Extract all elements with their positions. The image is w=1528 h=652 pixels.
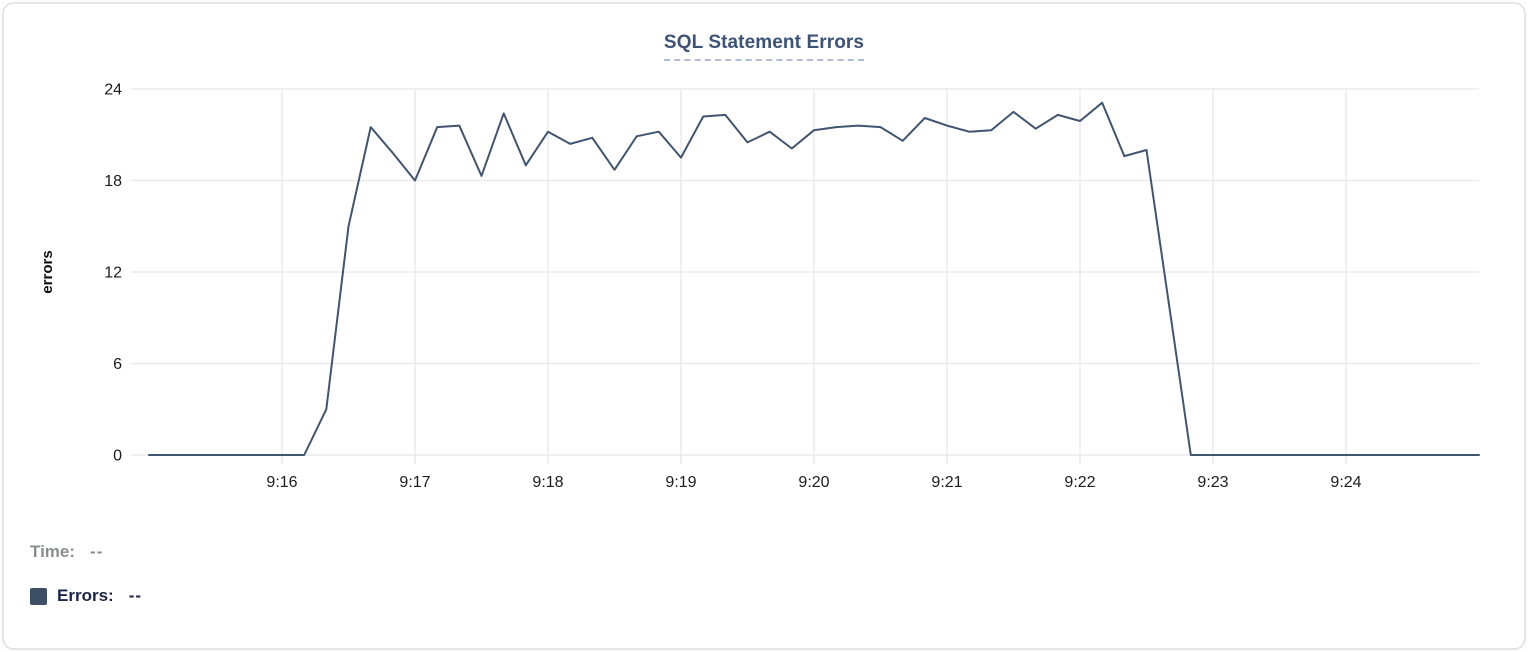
legend-errors-label: Errors: (57, 586, 114, 605)
x-tick-label: 9:18 (532, 474, 563, 491)
y-axis-title: errors (39, 250, 56, 293)
errors-line-chart: 0 6 12 18 24 9:16 9:17 9:18 9:19 9:20 9:21 9:22 9:23… (39, 82, 1480, 491)
chart-title[interactable]: SQL Statement Errors (663, 32, 865, 61)
x-tick-label: 9:16 (266, 474, 297, 491)
x-tick-label: 9:20 (798, 474, 829, 491)
y-tick-label: 18 (104, 173, 122, 190)
series-line-errors (148, 101, 1480, 456)
legend-errors-value: -- (128, 586, 143, 605)
legend-errors-row[interactable]: Errors: -- (30, 584, 142, 608)
legend-time-row: Time: -- (30, 540, 142, 564)
x-tick-label: 9:19 (665, 474, 696, 491)
x-tick-label: 9:24 (1330, 474, 1361, 491)
y-tick-label: 12 (104, 265, 122, 282)
legend-time-label: Time: (30, 542, 76, 561)
chart-legend: Time: -- Errors: -- (30, 540, 142, 608)
x-tick-label: 9:22 (1064, 474, 1095, 491)
chart-header: SQL Statement Errors (4, 32, 1524, 61)
errors-series-swatch-icon (30, 587, 47, 605)
legend-time-value: -- (90, 542, 104, 561)
y-tick-label: 0 (113, 448, 122, 465)
y-tick-label: 6 (113, 356, 122, 373)
x-tick-label: 9:21 (931, 474, 962, 491)
y-tick-label: 24 (104, 82, 122, 99)
x-tick-label: 9:17 (399, 474, 430, 491)
x-tick-label: 9:23 (1197, 474, 1228, 491)
